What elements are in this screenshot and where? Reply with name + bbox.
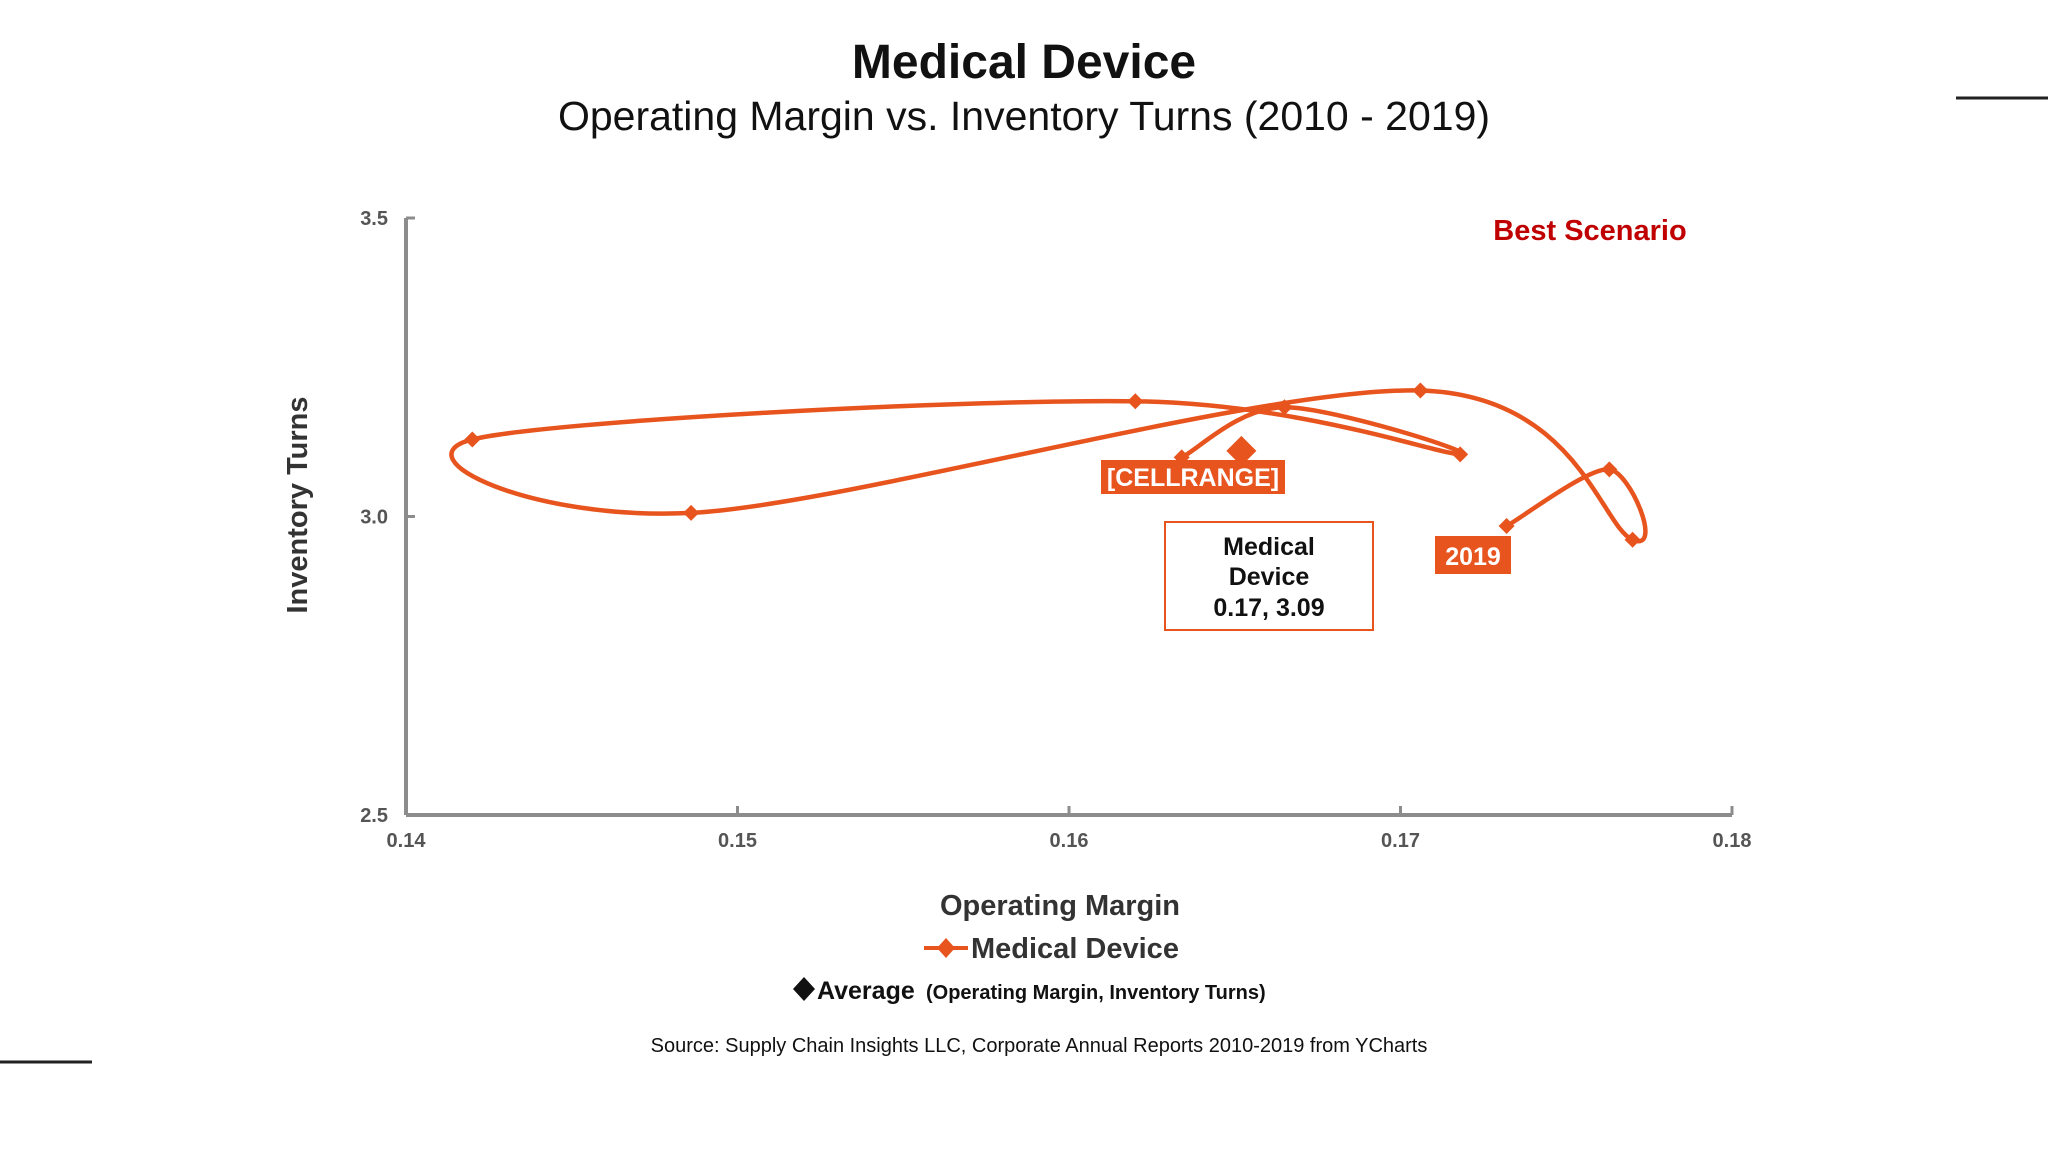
- legend: Medical Device Average (Operating Margin…: [793, 933, 1266, 1005]
- average-callout-line2: Device: [1229, 563, 1310, 591]
- series-point-marker: [1127, 393, 1144, 410]
- series-point-marker: [1624, 531, 1641, 548]
- legend-series-label: Medical Device: [971, 933, 1179, 965]
- y-tick-label: 2.5: [360, 805, 388, 827]
- average-point-marker: [1226, 435, 1257, 466]
- series-line-medical-device: [449, 388, 1648, 544]
- series-point-marker: [1452, 446, 1469, 463]
- average-callout-box: [1164, 521, 1374, 631]
- x-axis-ticks: 0.14 0.15 0.16 0.17 0.18: [387, 806, 1752, 852]
- series-point-marker: [1276, 399, 1293, 416]
- average-callout-line3: 0.17, 3.09: [1213, 594, 1324, 622]
- y-tick-label: 3.5: [360, 208, 388, 230]
- y-axis-ticks: 2.5 3.0 3.5: [360, 208, 415, 827]
- average-callout-line1: Medical: [1223, 533, 1315, 561]
- end-year-label-text: 2019: [1445, 543, 1501, 571]
- average-callout: Medical Device 0.17, 3.09: [1164, 521, 1374, 631]
- end-year-label-box: [1435, 536, 1511, 574]
- series-point-marker: [1601, 461, 1618, 478]
- chart-title: Medical Device: [852, 36, 1196, 89]
- x-tick-label: 0.14: [387, 830, 427, 852]
- x-tick-label: 0.16: [1050, 830, 1089, 852]
- x-tick-label: 0.17: [1381, 830, 1420, 852]
- series-point-marker: [1412, 382, 1429, 399]
- cellrange-label: [CELLRANGE]: [1101, 460, 1285, 494]
- cellrange-label-text: [CELLRANGE]: [1107, 464, 1279, 492]
- best-scenario-label: Best Scenario: [1493, 215, 1686, 247]
- legend-average-marker: [793, 977, 815, 1001]
- x-tick-label: 0.18: [1713, 830, 1752, 852]
- chart-subtitle: Operating Margin vs. Inventory Turns (20…: [558, 93, 1490, 139]
- source-note: Source: Supply Chain Insights LLC, Corpo…: [651, 1035, 1428, 1057]
- series-point-marker: [683, 504, 700, 521]
- legend-average-label: Average: [817, 977, 915, 1005]
- series-point-marker: [1498, 518, 1515, 535]
- x-axis-label: Operating Margin: [940, 890, 1180, 922]
- legend-average-note: (Operating Margin, Inventory Turns): [926, 982, 1266, 1004]
- legend-series-marker: [937, 938, 955, 958]
- y-axis-label: Inventory Turns: [282, 397, 314, 614]
- end-year-label: 2019: [1435, 536, 1511, 574]
- series-markers: [464, 382, 1641, 548]
- axes: [404, 218, 1732, 817]
- x-tick-label: 0.15: [718, 830, 757, 852]
- y-tick-label: 3.0: [360, 507, 388, 529]
- series-point-marker: [464, 431, 481, 448]
- cellrange-label-box: [1101, 460, 1285, 494]
